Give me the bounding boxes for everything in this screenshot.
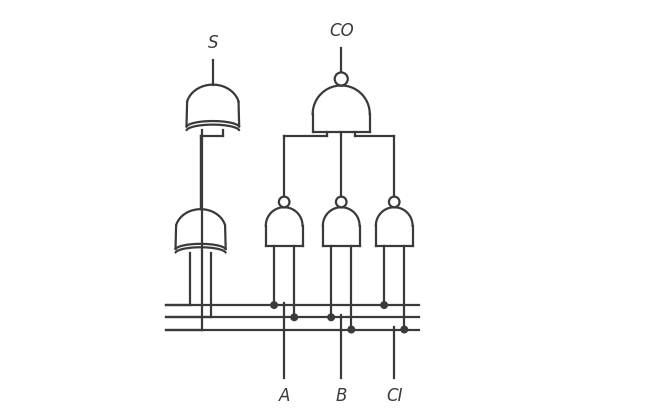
Circle shape bbox=[335, 72, 347, 85]
Text: B: B bbox=[336, 387, 347, 404]
Circle shape bbox=[348, 326, 355, 333]
Circle shape bbox=[401, 326, 407, 333]
Circle shape bbox=[271, 302, 277, 308]
Text: S: S bbox=[207, 34, 218, 52]
Circle shape bbox=[336, 196, 347, 207]
Circle shape bbox=[328, 314, 334, 321]
Text: CI: CI bbox=[386, 387, 403, 404]
Text: CO: CO bbox=[329, 22, 353, 40]
Circle shape bbox=[279, 196, 290, 207]
Circle shape bbox=[389, 196, 399, 207]
Circle shape bbox=[291, 314, 297, 321]
Circle shape bbox=[381, 302, 388, 308]
Text: A: A bbox=[278, 387, 290, 404]
